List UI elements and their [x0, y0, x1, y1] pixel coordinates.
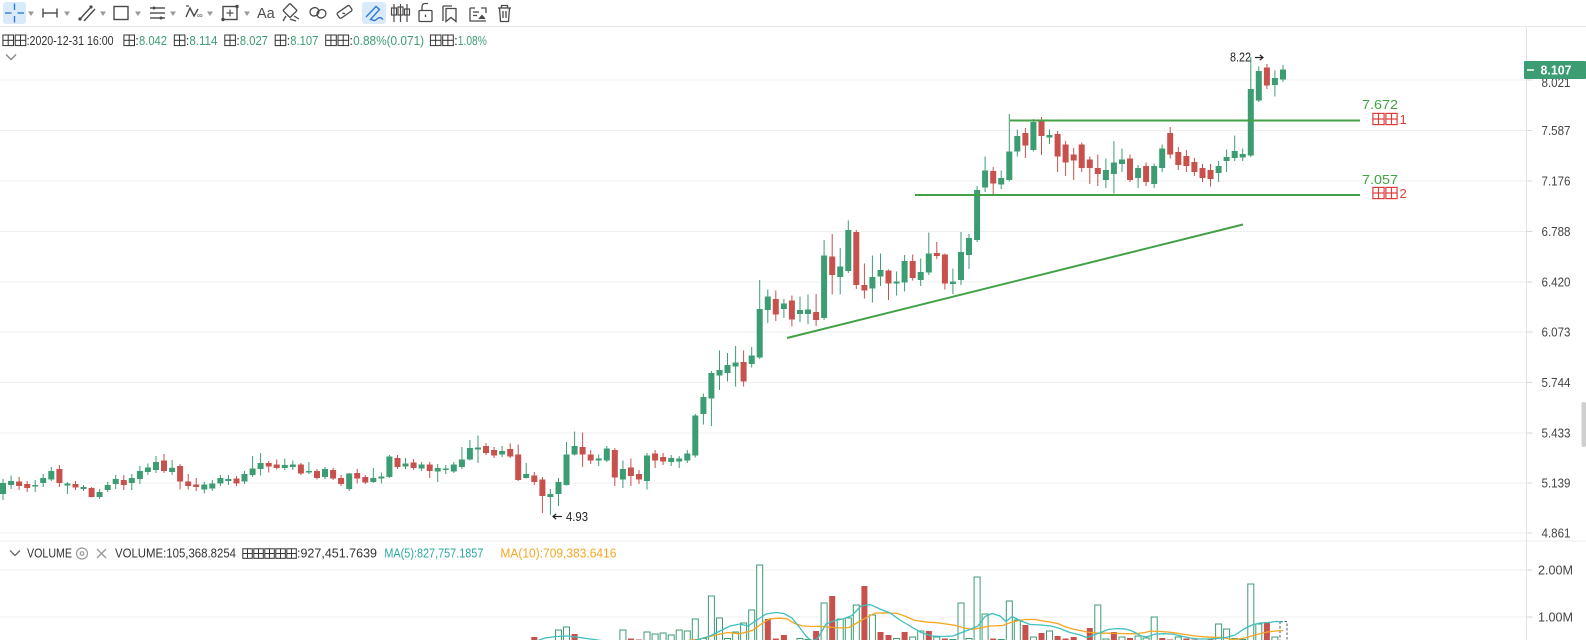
svg-text:2: 2 — [1400, 186, 1407, 201]
svg-text::: : — [186, 33, 190, 48]
svg-text::: : — [287, 33, 291, 48]
svg-text:4.93: 4.93 — [566, 510, 588, 524]
svg-text:8.107: 8.107 — [290, 33, 318, 48]
svg-text:8.027: 8.027 — [240, 33, 268, 48]
svg-text:2.00M: 2.00M — [1538, 563, 1573, 578]
svg-text:5.433: 5.433 — [1542, 426, 1571, 441]
svg-text:7.176: 7.176 — [1542, 174, 1571, 189]
svg-text:6.073: 6.073 — [1542, 325, 1571, 340]
svg-text::: : — [349, 33, 353, 48]
svg-text::: : — [236, 33, 240, 48]
svg-text:1.00M: 1.00M — [1538, 610, 1573, 625]
svg-text:1: 1 — [1400, 112, 1407, 127]
svg-text:MA(5):827,757.1857: MA(5):827,757.1857 — [384, 547, 483, 561]
svg-text:Aa: Aa — [257, 6, 276, 22]
svg-text:7.587: 7.587 — [1542, 123, 1571, 138]
svg-text:8.22: 8.22 — [1230, 51, 1251, 65]
svg-text:MA(10):709,383.6416: MA(10):709,383.6416 — [500, 547, 616, 561]
svg-text:8.107: 8.107 — [1541, 63, 1572, 78]
svg-text:VOLUME:105,368.8254: VOLUME:105,368.8254 — [115, 547, 236, 561]
svg-text:4.861: 4.861 — [1542, 526, 1571, 541]
svg-text::: : — [135, 33, 139, 48]
svg-text:8.042: 8.042 — [139, 33, 167, 48]
svg-text:5.139: 5.139 — [1542, 476, 1571, 491]
svg-text:∞: ∞ — [197, 11, 203, 20]
svg-text::: : — [454, 33, 458, 48]
svg-text:VOLUME: VOLUME — [27, 547, 72, 561]
svg-text:5.744: 5.744 — [1542, 375, 1571, 390]
svg-text:6.788: 6.788 — [1542, 224, 1571, 239]
svg-text::2020-12-31 16:00: :2020-12-31 16:00 — [27, 33, 114, 48]
svg-text::927,451.7639: :927,451.7639 — [297, 547, 377, 561]
svg-text:8.114: 8.114 — [189, 33, 217, 48]
svg-text:0.88%(0.071): 0.88%(0.071) — [353, 33, 424, 48]
svg-text:7.672: 7.672 — [1362, 97, 1398, 112]
svg-text:6.420: 6.420 — [1542, 275, 1571, 290]
svg-text:1.08%: 1.08% — [458, 33, 487, 48]
svg-text:7.057: 7.057 — [1362, 172, 1398, 187]
